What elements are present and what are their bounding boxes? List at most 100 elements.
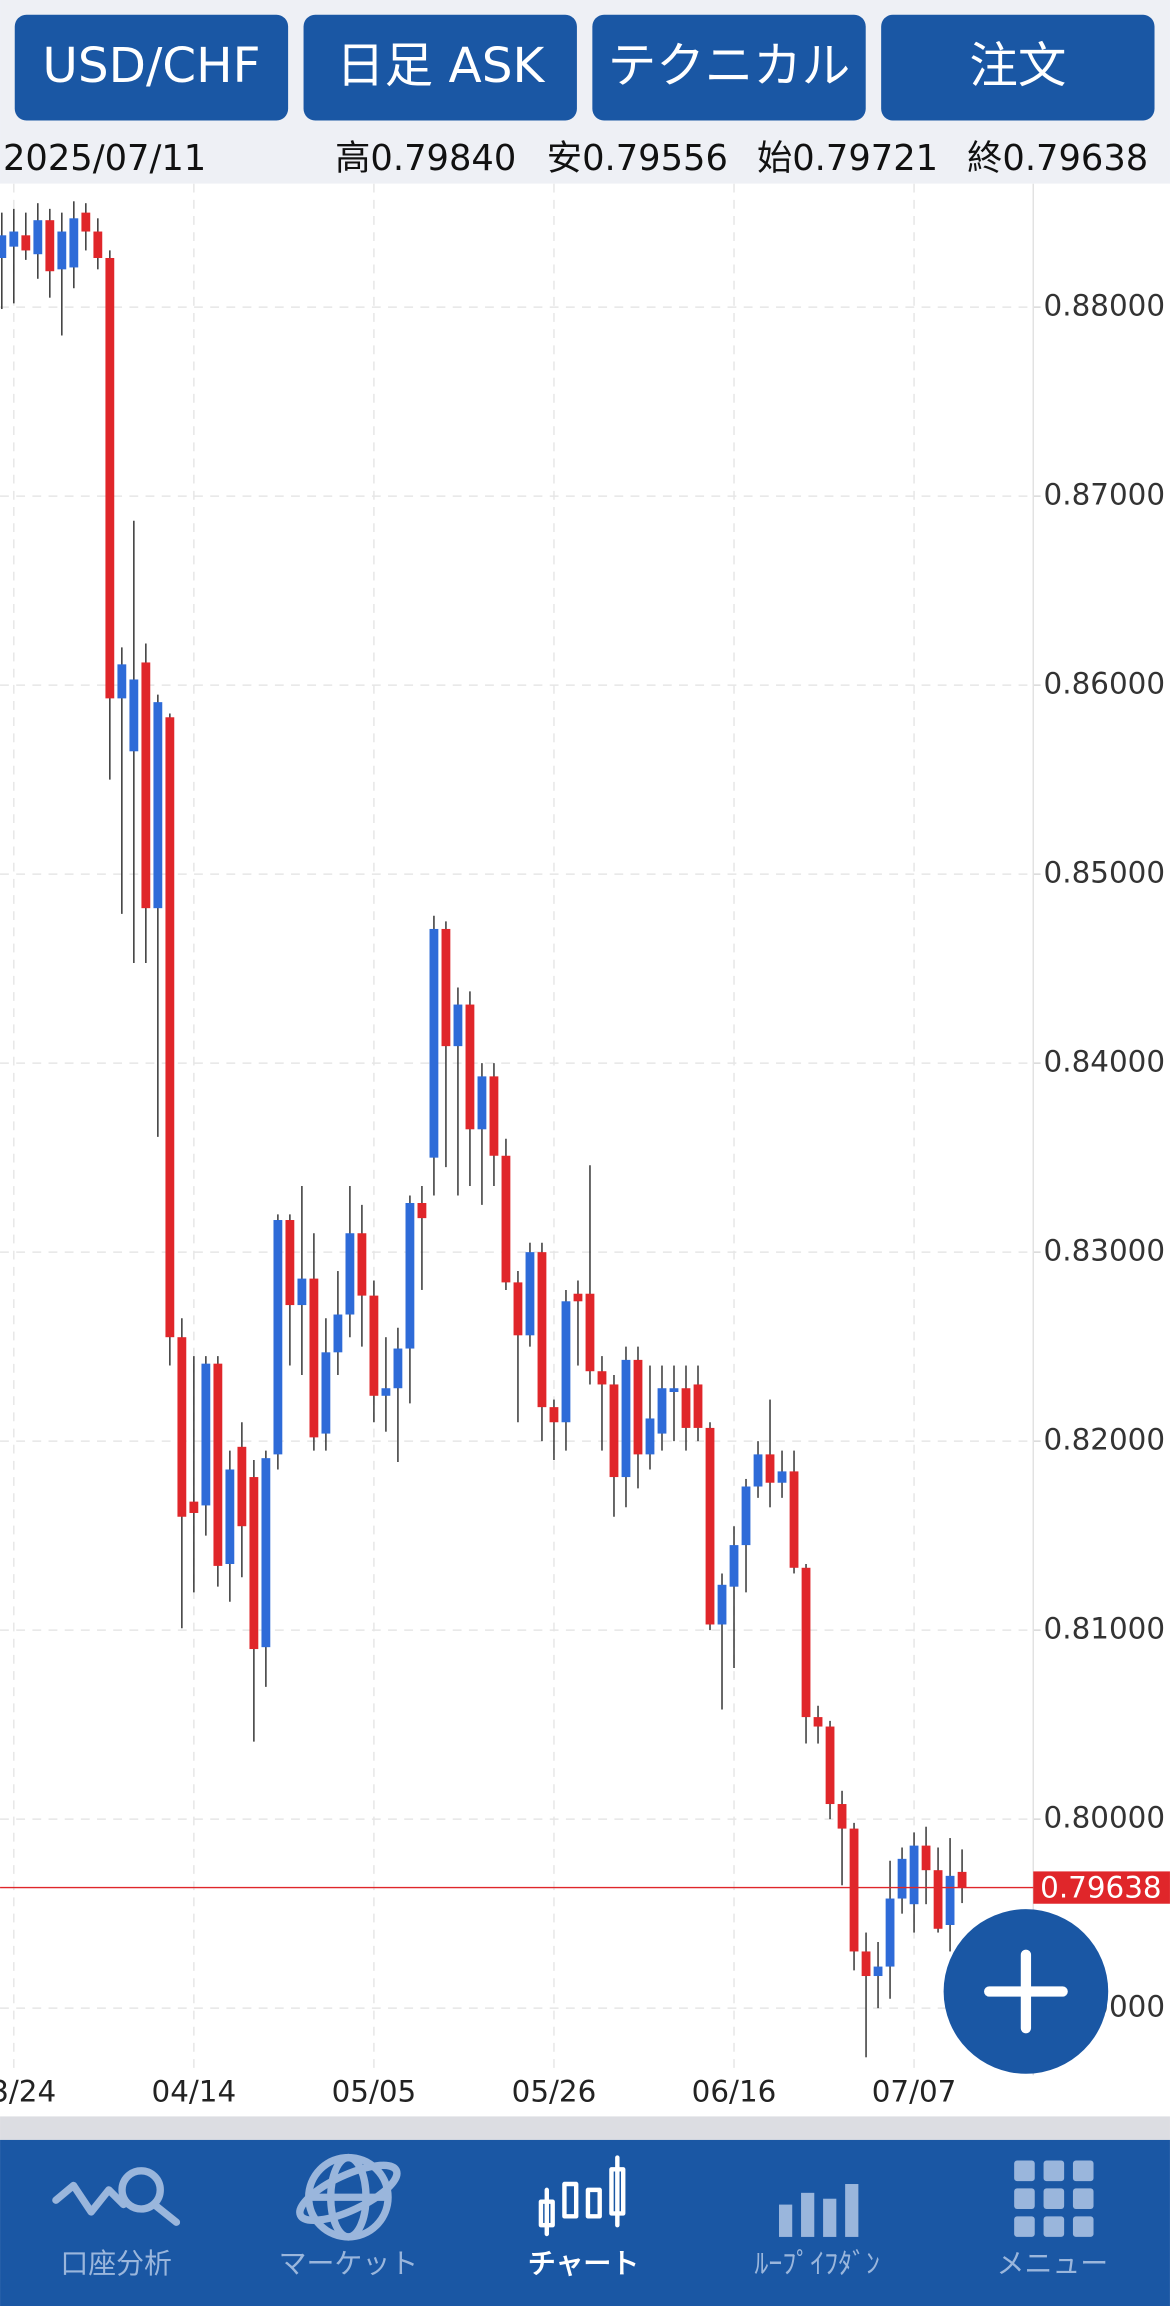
candle [189,1356,199,1593]
nav-tab[interactable]: メニュー [997,2247,1109,2280]
candle-body [297,1278,307,1306]
button-bg[interactable] [14,14,289,121]
candle [129,520,139,963]
candle-body [789,1471,799,1568]
candle [381,1337,391,1432]
candle [957,1849,967,1904]
button-bg[interactable] [592,14,866,121]
candle-body [129,679,139,752]
candle [585,1165,595,1385]
candle [21,212,31,260]
candle-body [489,1076,499,1156]
candle [321,1318,331,1451]
nav-tab[interactable]: ﾙｰﾌﾟｲﾌﾀﾞﾝ [754,2247,880,2280]
candle-body [21,235,31,251]
candle [213,1356,223,1587]
candle-body [945,1875,955,1925]
candle [945,1838,955,1952]
candle-body [513,1282,523,1336]
candle-body [705,1427,715,1625]
toolbar-button[interactable]: 日足 ASK [303,14,577,121]
candle [357,1204,367,1347]
candle-body [261,1458,271,1648]
candle-body [741,1486,751,1546]
candle-body [921,1845,931,1871]
candle-body [909,1845,919,1905]
candle-body [501,1155,511,1283]
candle-body [285,1220,295,1306]
candle-body [441,928,451,1047]
candle-body [873,1966,883,1977]
candle-body [369,1295,379,1396]
nav-icons-fill [779,2160,1094,2237]
candle [549,1399,559,1461]
candle-body [453,1004,463,1047]
candle-body [729,1545,739,1587]
candle [45,208,55,298]
toolbar-button[interactable]: テクニカル [592,14,866,121]
candle [645,1365,655,1470]
candle-body [609,1384,619,1478]
header-stat: 高0.79840 [335,138,516,179]
y-tick-label: 0.80000 [1044,1801,1165,1835]
candle-body [117,664,127,699]
toolbar-button[interactable]: USD/CHF [14,14,289,121]
candle-body [69,218,79,268]
candle [273,1214,283,1470]
candle [57,212,67,336]
candle-body [645,1418,655,1455]
stat-value: 0.79840 [370,138,516,179]
button-bg[interactable] [881,14,1155,121]
nav-tab[interactable]: マーケット [279,2247,419,2280]
button-bg[interactable] [303,14,577,121]
button-label[interactable]: USD/CHF [42,38,260,94]
candle-body [633,1359,643,1455]
candle [489,1063,499,1186]
toolbar-button[interactable]: 注文 [881,14,1155,121]
candle-body [957,1871,967,1888]
candle [345,1185,355,1338]
y-tick-label: 0.83000 [1044,1234,1165,1268]
y-tick-label: 0.85000 [1044,856,1165,890]
candle-body [585,1293,595,1372]
candle [573,1280,583,1366]
candle-body [45,220,55,272]
candle [201,1356,211,1536]
candle [633,1346,643,1489]
button-label[interactable]: 注文 [969,38,1066,94]
nav-tab[interactable]: 口座分析 [60,2247,172,2280]
candle [165,713,175,1366]
candle [261,1450,271,1687]
candle-body [321,1352,331,1434]
candle [93,218,103,270]
y-tick-label: 0.86000 [1044,667,1165,701]
button-label[interactable]: テクニカル [608,38,851,94]
stat-label: 終 [967,138,1002,179]
candle-body [189,1501,199,1513]
candle [609,1374,619,1517]
x-tick-label: 04/14 [152,2074,237,2108]
candle [453,987,463,1196]
candle-body [357,1233,367,1296]
candle [369,1280,379,1423]
add-button[interactable] [943,1909,1109,2074]
candle [933,1847,943,1933]
candle-body [861,1951,871,1977]
header-stat: 終0.79638 [967,138,1148,179]
candle [693,1365,703,1442]
candle-body [333,1314,343,1353]
candle [849,1822,859,1971]
last-price-tag [1033,1871,1170,1904]
candle-body [477,1076,487,1130]
candle [249,1460,259,1742]
candle [501,1138,511,1290]
candle-body [933,1870,943,1929]
button-label[interactable]: 日足 ASK [336,38,545,94]
candle [333,1271,343,1375]
candle-body [201,1363,211,1506]
candle [825,1720,835,1820]
nav-tab[interactable]: チャート [528,2247,639,2280]
stat-value: 0.79556 [582,138,728,179]
candle [405,1195,415,1404]
candle [117,647,127,914]
